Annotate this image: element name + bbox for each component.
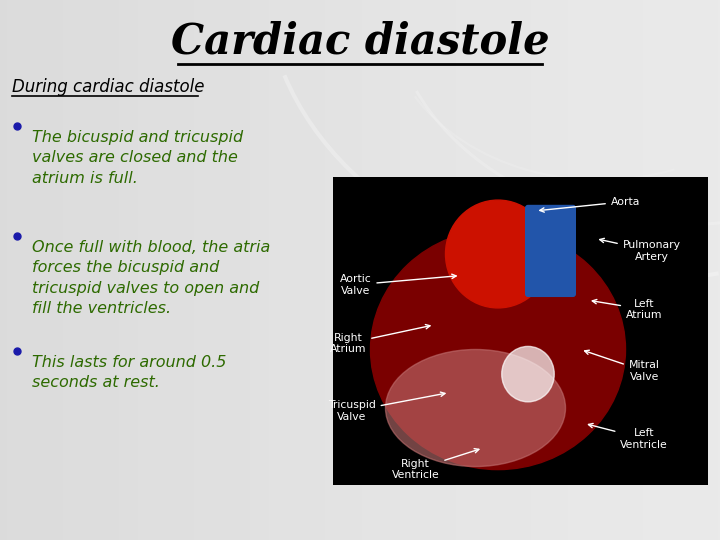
Text: This lasts for around 0.5
seconds at rest.: This lasts for around 0.5 seconds at res… [32, 355, 226, 390]
Text: Left
Atrium: Left Atrium [593, 299, 662, 320]
Text: Mitral
Valve: Mitral Valve [585, 350, 660, 382]
FancyBboxPatch shape [525, 205, 576, 297]
Text: Pulmonary
Artery: Pulmonary Artery [600, 238, 680, 262]
Ellipse shape [446, 200, 551, 308]
Text: Aorta: Aorta [540, 197, 640, 212]
Text: Tricuspid
Valve: Tricuspid Valve [328, 392, 445, 422]
Text: Cardiac diastole: Cardiac diastole [171, 21, 549, 63]
Text: Right
Atrium: Right Atrium [330, 325, 430, 354]
Text: Right
Ventricle: Right Ventricle [392, 449, 479, 481]
Bar [333, 177, 708, 485]
Text: Aortic
Valve: Aortic Valve [340, 274, 456, 295]
Ellipse shape [385, 349, 565, 467]
Text: Left
Ventricle: Left Ventricle [588, 423, 668, 450]
Ellipse shape [371, 230, 626, 470]
Text: Once full with blood, the atria
forces the bicuspid and
tricuspid valves to open: Once full with blood, the atria forces t… [32, 240, 270, 316]
Text: The bicuspid and tricuspid
valves are closed and the
atrium is full.: The bicuspid and tricuspid valves are cl… [32, 130, 243, 186]
Ellipse shape [502, 346, 554, 402]
Text: During cardiac diastole: During cardiac diastole [12, 78, 204, 96]
